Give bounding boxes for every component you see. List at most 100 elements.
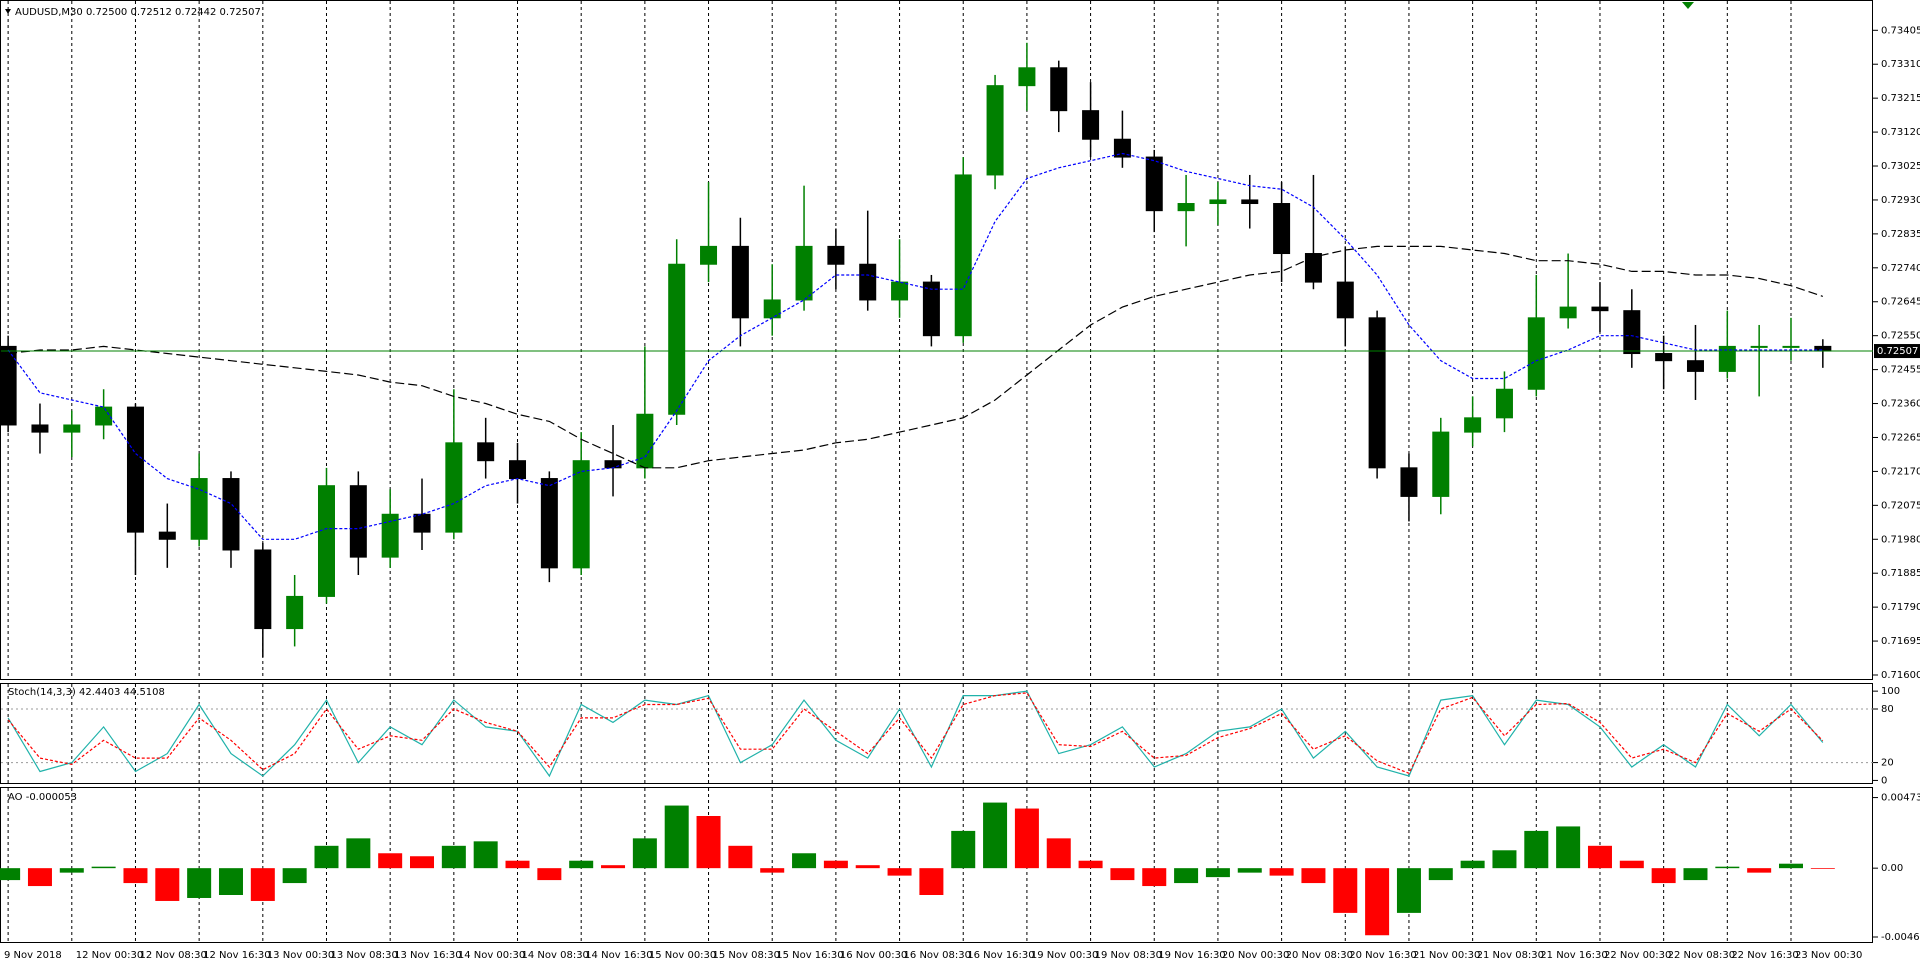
y-tick-label: 0.72265: [1881, 432, 1920, 443]
y-tick-label: 0.72360: [1881, 399, 1920, 410]
candle-body: [1495, 388, 1513, 419]
ao-bar: [792, 853, 817, 869]
ao-bar: [282, 868, 307, 884]
ao-bar: [1014, 808, 1039, 869]
main-title: AUDUSD,M30 0.72500 0.72512 0.72442 0.725…: [15, 7, 261, 18]
y-tick-label: 0.71695: [1881, 636, 1920, 647]
ao-bar: [855, 865, 880, 869]
x-tick-label: 21 Nov 08:30: [1477, 950, 1544, 961]
y-tick-label: 0.72170: [1881, 466, 1920, 477]
x-tick-label: 13 Nov 00:30: [267, 950, 334, 961]
ao-bar: [1078, 860, 1103, 869]
x-tick-label: 12 Nov 08:30: [139, 950, 206, 961]
main-panel: [0, 0, 1873, 680]
line: [7, 152, 1823, 540]
ao-bar: [187, 868, 212, 898]
candle-body: [1400, 467, 1418, 497]
x-tick-label: 16 Nov 08:30: [904, 950, 971, 961]
ao-bar: [1046, 838, 1071, 869]
candle-body: [222, 478, 240, 551]
y-tick-label: 100: [1881, 686, 1900, 697]
ao-bar: [473, 841, 498, 869]
ao-title: AO -0.000053: [8, 792, 77, 803]
candle-body: [891, 281, 909, 301]
menu-triangle: [5, 9, 11, 14]
ao-bar: [887, 868, 912, 876]
candle-body: [1050, 67, 1068, 112]
x-tick-label: 14 Nov 08:30: [522, 950, 589, 961]
candle-body: [1177, 203, 1195, 212]
ao-bar: [983, 802, 1008, 869]
ao-bar: [1524, 830, 1549, 869]
ao-panel: [0, 787, 1873, 943]
y-tick-label: 0.72930: [1881, 195, 1920, 206]
ao-bar: [1269, 868, 1294, 876]
y-tick-label: 0.72455: [1881, 365, 1920, 376]
ao-bar: [1301, 868, 1326, 884]
x-tick-label: 14 Nov 00:30: [458, 950, 525, 961]
ao-bar: [1619, 860, 1644, 869]
candle-body: [763, 299, 781, 319]
line: [8, 245, 1823, 469]
ao-bar: [314, 845, 339, 869]
candle-body: [1113, 138, 1131, 158]
ao-bar: [123, 868, 148, 884]
y-tick-label: 0.71980: [1881, 534, 1920, 545]
candle-body: [540, 478, 558, 569]
ao-bar: [728, 845, 753, 869]
candle-body: [190, 478, 208, 540]
last-price-box: [1874, 344, 1920, 359]
candle-body: [1432, 431, 1450, 497]
candle-body: [731, 245, 749, 319]
candle-body: [1782, 345, 1800, 348]
ao-bar: [601, 865, 626, 869]
x-tick-label: 19 Nov 16:30: [1158, 950, 1225, 961]
x-tick-label: 21 Nov 16:30: [1540, 950, 1607, 961]
ao-bar: [1810, 868, 1835, 869]
y-tick-label: 0.00: [1881, 863, 1903, 874]
x-tick-label: 16 Nov 16:30: [967, 950, 1034, 961]
candle-body: [477, 442, 495, 462]
ao-bar: [155, 868, 180, 901]
ao-bar: [664, 805, 689, 869]
candle-body: [1750, 345, 1768, 348]
candle-body: [1304, 253, 1322, 283]
x-tick-label: 13 Nov 16:30: [394, 950, 461, 961]
candle-body: [95, 406, 113, 426]
candle-body: [1209, 199, 1227, 205]
ao-bar: [1651, 868, 1676, 884]
ao-bar: [441, 845, 466, 869]
candle-body: [1368, 317, 1386, 469]
y-tick-label: 0.71790: [1881, 602, 1920, 613]
ao-bar: [410, 856, 435, 869]
ao-bar: [27, 868, 52, 887]
ao-bar: [1428, 868, 1453, 881]
ao-bar: [1142, 868, 1167, 887]
ao-bar: [1492, 850, 1517, 869]
x-tick-label: 12 Nov 00:30: [76, 950, 143, 961]
candle-body: [445, 442, 463, 533]
x-tick-label: 15 Nov 00:30: [649, 950, 716, 961]
x-tick-label: 16 Nov 00:30: [840, 950, 907, 961]
ao-bar: [250, 868, 275, 901]
x-tick-label: 23 Nov 00:30: [1795, 950, 1862, 961]
ao-bar: [505, 860, 530, 869]
ao-bar: [1110, 868, 1135, 881]
candle-body: [604, 460, 622, 469]
candle-body: [636, 413, 654, 469]
x-tick-label: 22 Nov 08:30: [1668, 950, 1735, 961]
x-tick-label: 9 Nov 2018: [4, 950, 62, 961]
candle-body: [859, 263, 877, 301]
ao-bar: [218, 868, 243, 896]
y-tick-label: 0.72835: [1881, 229, 1920, 240]
ao-bar: [919, 868, 944, 896]
candle-body: [986, 85, 1004, 176]
candle-body: [1145, 156, 1163, 212]
ao-bar: [1460, 860, 1485, 869]
candle-body: [1559, 306, 1577, 319]
ao-bar: [569, 860, 594, 869]
x-tick-label: 20 Nov 16:30: [1349, 950, 1416, 961]
y-tick-label: 0.72550: [1881, 331, 1920, 342]
y-tick-label: 0.71885: [1881, 568, 1920, 579]
